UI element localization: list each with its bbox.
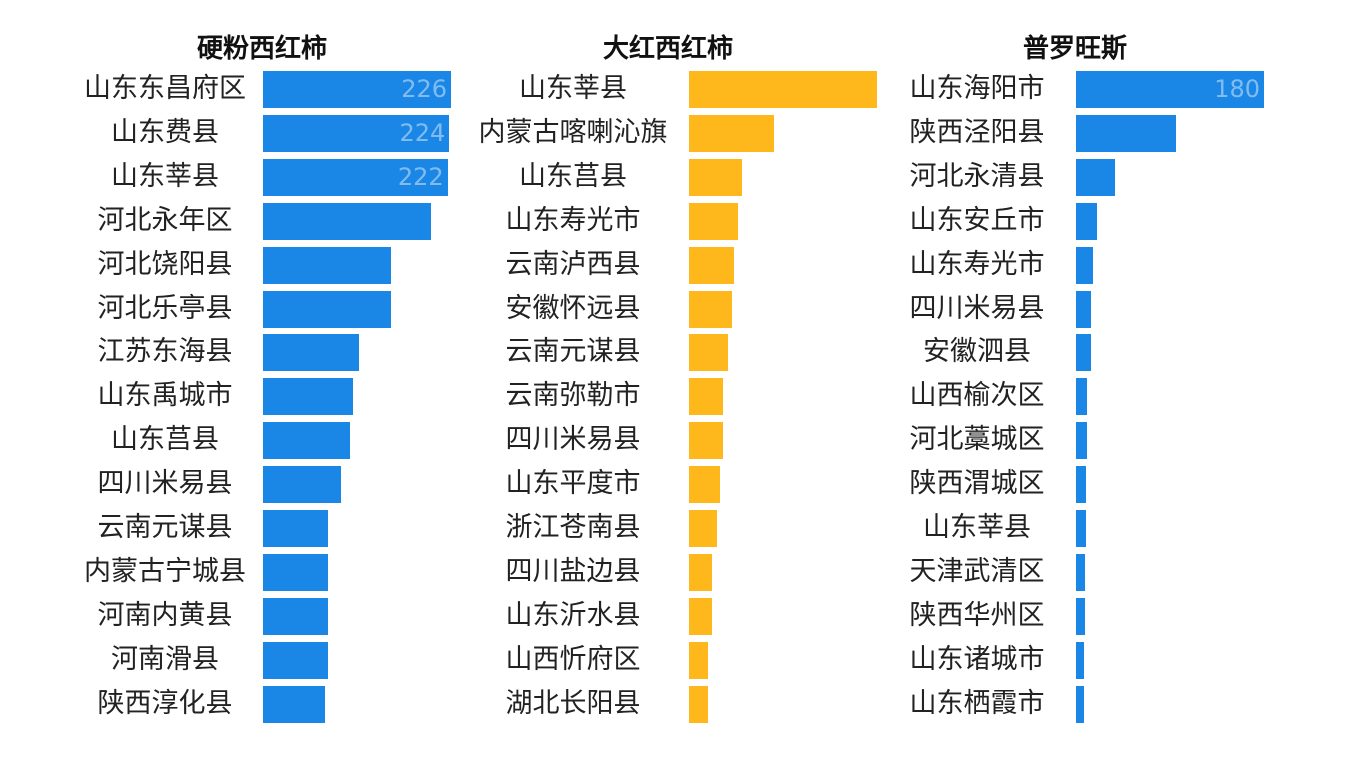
category-label: 湖北长阳县: [505, 687, 641, 719]
category-label: 四川米易县: [505, 424, 641, 456]
bar: [689, 378, 723, 416]
category-label: 云南元谋县: [97, 512, 233, 543]
bar: [1076, 553, 1086, 591]
category-label: 内蒙古宁城县: [84, 555, 246, 587]
bar: [1076, 202, 1097, 240]
category-label: 河南滑县: [111, 643, 219, 675]
bar: [263, 422, 351, 460]
category-label: 河南内黄县: [97, 599, 233, 631]
bar: [1076, 378, 1088, 416]
category-label: 浙江苍南县: [505, 512, 641, 543]
category-label: 河北饶阳县: [97, 248, 233, 280]
bar: [689, 246, 735, 284]
bar: [1076, 422, 1088, 460]
bar: [263, 510, 328, 547]
category-label: 四川盐边县: [505, 555, 641, 587]
bar: [689, 71, 877, 108]
bar: [263, 334, 359, 372]
chart-title: 硬粉西红柿: [196, 34, 327, 64]
category-label: 山东莘县: [923, 512, 1031, 543]
bar: [263, 597, 328, 635]
category-label: 山东禹城市: [97, 380, 233, 412]
bar: [689, 114, 774, 152]
category-label: 四川米易县: [97, 468, 233, 500]
category-label: 安徽泗县: [923, 336, 1031, 368]
bar: [689, 290, 733, 328]
bar: [689, 334, 729, 372]
category-label: 山东沂水县: [505, 599, 641, 631]
bar: [689, 553, 712, 591]
bar: [263, 158, 448, 196]
bar: [689, 685, 708, 723]
category-label: 山东莘县: [519, 73, 627, 104]
bar: [263, 114, 450, 152]
category-label: 云南弥勒市: [505, 380, 641, 412]
category-label: 陕西渭城区: [909, 468, 1045, 500]
category-label: 山西榆次区: [909, 380, 1045, 412]
category-label: 陕西华州区: [909, 599, 1045, 631]
category-label: 山东寿光市: [909, 248, 1045, 280]
category-label: 云南元谋县: [505, 336, 641, 368]
data-label: 180: [1214, 75, 1260, 103]
category-label: 陕西泾阳县: [909, 116, 1045, 148]
category-label: 四川米易县: [909, 292, 1045, 324]
bar: [689, 597, 712, 635]
bar: [1076, 685, 1085, 723]
bar: [1076, 641, 1085, 679]
data-label: 222: [397, 162, 444, 191]
category-label: 河北乐亭县: [97, 292, 233, 324]
bar: [689, 510, 718, 547]
category-label: 河北永清县: [909, 160, 1045, 192]
category-label: 山东费县: [111, 116, 219, 148]
category-label: 山东寿光市: [505, 204, 641, 236]
bar: [689, 158, 742, 196]
category-label: 山西忻府区: [505, 643, 641, 675]
bar: [1076, 158, 1115, 196]
category-label: 内蒙古喀喇沁旗: [478, 116, 668, 148]
data-label: 224: [399, 118, 446, 147]
bar: [1076, 71, 1264, 108]
bar: [689, 202, 738, 240]
bar: [1076, 114, 1177, 152]
bar: [263, 378, 353, 416]
bar: [1076, 510, 1087, 547]
bar: [263, 553, 328, 591]
category-label: 山东安丘市: [909, 204, 1045, 236]
bar: [1076, 466, 1087, 504]
bar: [263, 641, 328, 679]
category-label: 河北藁城区: [909, 424, 1045, 456]
category-label: 山东平度市: [505, 468, 641, 500]
bar: [263, 71, 451, 108]
category-label: 天津武清区: [909, 555, 1045, 587]
category-label: 山东莘县: [111, 160, 219, 192]
bar: [689, 466, 721, 504]
chart-title: 普罗旺斯: [1022, 34, 1127, 64]
bar: [263, 202, 432, 240]
category-label: 河北永年区: [97, 204, 233, 236]
bar: [1076, 334, 1091, 372]
category-label: 陕西淳化县: [97, 687, 233, 719]
bar: [263, 290, 392, 328]
category-label: 江苏东海县: [97, 336, 233, 368]
bar: [1076, 597, 1086, 635]
category-label: 云南泸西县: [505, 248, 641, 280]
bar: [689, 641, 708, 679]
bar: [689, 422, 723, 460]
category-label: 山东莒县: [111, 424, 219, 456]
bar: [263, 685, 326, 723]
bar: [1076, 290, 1091, 328]
category-label: 山东栖霞市: [909, 687, 1045, 719]
bar: [1076, 246, 1093, 284]
category-label: 安徽怀远县: [505, 292, 641, 324]
category-label: 山东莒县: [519, 160, 627, 192]
bar: [263, 246, 392, 284]
data-label: 226: [401, 75, 447, 103]
chart-title: 大红西红柿: [602, 34, 733, 64]
category-label: 山东东昌府区: [84, 73, 246, 104]
bar: [263, 466, 342, 504]
category-label: 山东诸城市: [909, 643, 1045, 675]
category-label: 山东海阳市: [909, 73, 1045, 104]
